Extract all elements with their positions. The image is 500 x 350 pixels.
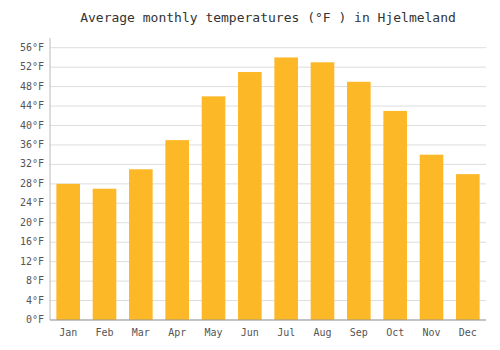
y-tick-label: 40°F bbox=[20, 120, 44, 131]
grid-line bbox=[50, 106, 486, 107]
grid-line bbox=[50, 86, 486, 87]
x-tick-label: Jan bbox=[59, 327, 77, 338]
bar bbox=[274, 57, 298, 320]
y-tick-label: 52°F bbox=[20, 61, 44, 72]
x-axis-line bbox=[50, 320, 486, 321]
chart: 0°F 4°F 8°F 12°F 16°F 20°F 24°F 28°F 32°F 36°F 40°… bbox=[0, 0, 500, 350]
bar bbox=[347, 82, 371, 320]
x-tick-label: Jul bbox=[277, 327, 295, 338]
y-tick-label: 32°F bbox=[20, 158, 44, 169]
bar bbox=[456, 174, 480, 320]
y-tick-label: 8°F bbox=[26, 275, 44, 286]
x-tick-label: Nov bbox=[422, 327, 440, 338]
grid-line bbox=[50, 67, 486, 68]
grid-line bbox=[50, 125, 486, 126]
x-tick-label: Sep bbox=[350, 327, 368, 338]
grid-line bbox=[50, 47, 486, 48]
bars bbox=[56, 57, 479, 320]
x-tick-label: Apr bbox=[168, 327, 186, 338]
bar bbox=[383, 111, 407, 320]
y-tick-label: 24°F bbox=[20, 197, 44, 208]
x-tick-label: Oct bbox=[386, 327, 404, 338]
y-tick-label: 44°F bbox=[20, 100, 44, 111]
x-tick-label: Feb bbox=[95, 327, 113, 338]
y-ticks: 0°F 4°F 8°F 12°F 16°F 20°F 24°F 28°F 32°F 36°F 40°… bbox=[20, 42, 44, 325]
y-tick-label: 4°F bbox=[26, 295, 44, 306]
x-tick-label: Aug bbox=[313, 327, 331, 338]
bar bbox=[202, 96, 226, 320]
y-tick-label: 0°F bbox=[26, 314, 44, 325]
x-ticks: Jan Feb Mar Apr May Jun Jul Aug Sep Oct Nov Dec bbox=[59, 327, 477, 338]
x-tick-label: Jun bbox=[241, 327, 259, 338]
y-tick-label: 56°F bbox=[20, 42, 44, 53]
x-tick-label: May bbox=[204, 327, 222, 338]
y-tick-label: 20°F bbox=[20, 217, 44, 228]
title: Average monthly temperatures (°F ) in Hj… bbox=[80, 10, 456, 25]
y-tick-label: 28°F bbox=[20, 178, 44, 189]
bar bbox=[238, 72, 262, 320]
y-tick-label: 12°F bbox=[20, 256, 44, 267]
bar bbox=[311, 62, 335, 320]
bar bbox=[93, 189, 117, 320]
y-tick-label: 48°F bbox=[20, 81, 44, 92]
y-tick-label: 36°F bbox=[20, 139, 44, 150]
grid-line bbox=[50, 144, 486, 145]
bar bbox=[56, 184, 80, 320]
bar bbox=[420, 155, 444, 320]
grid bbox=[50, 48, 486, 320]
x-tick-label: Mar bbox=[132, 327, 150, 338]
y-axis-line bbox=[50, 38, 51, 320]
bar bbox=[129, 169, 153, 320]
grid-line bbox=[50, 320, 486, 321]
bar bbox=[165, 140, 189, 320]
y-tick-label: 16°F bbox=[20, 236, 44, 247]
x-tick-label: Dec bbox=[459, 327, 477, 338]
